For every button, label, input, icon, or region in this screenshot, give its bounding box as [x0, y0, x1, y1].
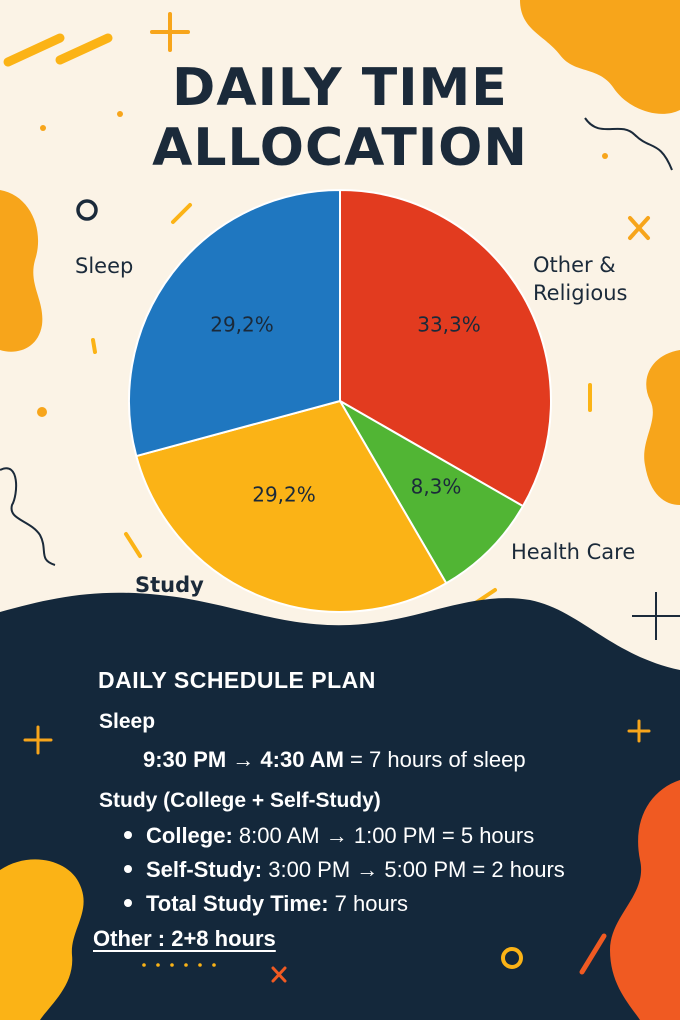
stripe-3: [579, 933, 607, 975]
total-rest: 7 hours: [328, 891, 409, 916]
dot: [40, 125, 46, 131]
plus-right: [627, 719, 651, 743]
plus-left: [23, 725, 53, 755]
blob-top-right: [520, 0, 680, 114]
dotted-line: [142, 963, 216, 967]
dash: [91, 338, 97, 354]
dash: [124, 532, 142, 558]
schedule-total-item: Total Study Time: 7 hours: [124, 891, 408, 917]
title-line-1: DAILY TIME: [172, 58, 508, 118]
stripe-1: [3, 33, 65, 67]
blob-bottom-right: [610, 780, 680, 1020]
pie-slice-other-religious: [339, 188, 552, 508]
sleep-end: 4:30 AM: [260, 747, 344, 772]
blob-left: [0, 190, 43, 352]
dot: [117, 111, 123, 117]
dot: [37, 407, 47, 417]
squiggle: [0, 467, 56, 566]
label-sleep: Sleep: [75, 254, 134, 278]
dash: [171, 203, 192, 224]
sleep-arrow: →: [226, 747, 261, 772]
dot: [602, 153, 608, 159]
bullet-icon: [124, 865, 132, 874]
bullet-icon: [124, 899, 132, 908]
plus-thin: [632, 592, 680, 640]
navy-wave: [0, 592, 680, 1020]
title-line-2: ALLOCATION: [152, 118, 528, 178]
label-other-line-1: Other &: [533, 253, 616, 277]
schedule-heading: DAILY SCHEDULE PLAN: [98, 667, 376, 693]
bullet-icon: [124, 831, 132, 840]
label-other-religious: Other & Religious: [533, 251, 628, 307]
sleep-start: 9:30 PM: [143, 747, 227, 772]
schedule-sleep-line: 9:30 PM → 4:30 AM = 7 hours of sleep: [143, 747, 526, 773]
ring-yellow: [501, 947, 523, 969]
x-mark-bottom: [271, 966, 287, 983]
schedule-college-item: College: 8:00 AM → 1:00 PM = 5 hours: [124, 823, 534, 849]
self-study-label: Self-Study:: [146, 857, 263, 882]
label-other-line-2: Religious: [533, 281, 628, 305]
plus-top: [150, 12, 190, 52]
pie-value-label: 29,2%: [210, 313, 274, 337]
pie-slice-health-care: [337, 398, 525, 585]
schedule-sleep-title: Sleep: [99, 710, 156, 733]
x-mark: [628, 216, 650, 240]
pie-value-label: 29,2%: [252, 483, 316, 507]
label-study: Study: [135, 573, 204, 597]
schedule-self-study-item: Self-Study: 3:00 PM → 5:00 PM = 2 hours: [124, 857, 565, 883]
stripe-2: [55, 33, 113, 65]
total-label: Total Study Time:: [146, 891, 329, 916]
blob-right: [644, 350, 680, 505]
ring-outline: [76, 199, 98, 221]
schedule-other: Other : 2+8 hours: [93, 926, 276, 951]
squiggle: [584, 117, 673, 171]
pie-value-label: 33,3%: [417, 313, 481, 337]
self-study-rest: 3:00 PM → 5:00 PM = 2 hours: [262, 857, 565, 882]
blob-bottom-left: [0, 859, 84, 1020]
college-label: College:: [146, 823, 233, 848]
pie-slice-study: [135, 399, 448, 613]
schedule-study-title: Study (College + Self-Study): [99, 789, 381, 812]
label-health-care: Health Care: [511, 540, 636, 564]
pie-value-label: 8,3%: [411, 475, 462, 499]
page-title: DAILY TIME ALLOCATION: [0, 58, 680, 178]
pie-slice-sleep: [128, 188, 341, 458]
college-rest: 8:00 AM → 1:00 PM = 5 hours: [232, 823, 535, 848]
sleep-rest: = 7 hours of sleep: [343, 747, 526, 772]
